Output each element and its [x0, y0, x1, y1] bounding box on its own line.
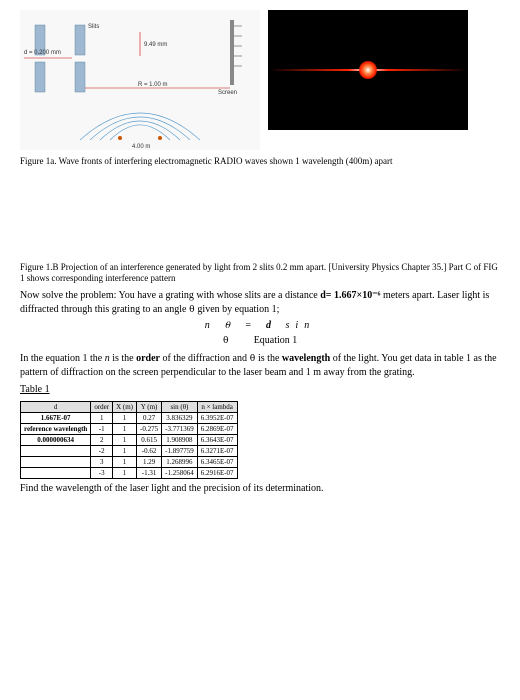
cell: 1 [113, 467, 137, 478]
page-container: Slits 9.49 mm d = 0.200 mm Screen R = 1.… [0, 0, 520, 504]
cell: 0.615 [137, 434, 162, 445]
equation-theta-below: ⍬ Equation 1 [20, 335, 500, 346]
col-nlambda: n × lambda [197, 401, 237, 412]
label-d: d = 0.200 mm [24, 50, 61, 56]
eq-sin: sin [286, 320, 316, 331]
cell: 1.268996 [162, 456, 198, 467]
cell: -0.62 [137, 445, 162, 456]
cell: 6.3271E-07 [197, 445, 237, 456]
cell: -1.258064 [162, 467, 198, 478]
cell: -3.771369 [162, 423, 198, 434]
label-slits: Slits [88, 24, 99, 30]
cell: 1 [113, 456, 137, 467]
figure-1a-diagram: Slits 9.49 mm d = 0.200 mm Screen R = 1.… [20, 10, 260, 150]
cell: -1.897759 [162, 445, 198, 456]
cell: 6.3643E-07 [197, 434, 237, 445]
cell: -1 [91, 423, 113, 434]
eq-n: n [205, 320, 216, 331]
table-row: -2 1 -0.62 -1.897759 6.3271E-07 [21, 445, 238, 456]
problem-intro-text: Now solve the problem: You have a gratin… [20, 290, 320, 301]
problem-intro: Now solve the problem: You have a gratin… [20, 289, 500, 316]
table-1: d order X (m) Y (m) sin (θ) n × lambda 1… [20, 401, 238, 479]
cell: -2 [91, 445, 113, 456]
cell: 1.908908 [162, 434, 198, 445]
cell: 3 [91, 456, 113, 467]
col-y: Y (m) [137, 401, 162, 412]
laser-photo [268, 10, 468, 130]
table-row: 0.000000634 2 1 0.615 1.908908 6.3643E-0… [21, 434, 238, 445]
table-row: 1.667E-07 1 1 0.27 3.836329 6.3952E-07 [21, 412, 238, 423]
cell: 6.3952E-07 [197, 412, 237, 423]
final-question: Find the wavelength of the laser light a… [20, 483, 500, 494]
label-screen: Screen [218, 90, 237, 96]
table-row: 3 1 1.29 1.268996 6.3465E-07 [21, 456, 238, 467]
cell: 1 [113, 412, 137, 423]
eq-d: d [266, 320, 277, 331]
col-d: d [21, 401, 91, 412]
cell: 1 [113, 423, 137, 434]
eq-theta1: ⍬ [224, 320, 236, 331]
col-sin: sin (θ) [162, 401, 198, 412]
cell-left [21, 445, 91, 456]
cell: 6.2916E-07 [197, 467, 237, 478]
figure-1a-caption: Figure 1a. Wave fronts of interfering el… [20, 156, 500, 168]
d-value: d= 1.667×10⁻⁶ [320, 290, 380, 301]
spacer [20, 172, 500, 262]
problem-para2: In the equation 1 the n is the order of … [20, 352, 500, 379]
table-header-row: d order X (m) Y (m) sin (θ) n × lambda [21, 401, 238, 412]
cell: -3 [91, 467, 113, 478]
eq-label-text: Equation 1 [254, 335, 298, 346]
cell: 6.2869E-07 [197, 423, 237, 434]
figure-row: Slits 9.49 mm d = 0.200 mm Screen R = 1.… [20, 10, 500, 150]
cell: 1.29 [137, 456, 162, 467]
cell: 1 [91, 412, 113, 423]
cell: -1.31 [137, 467, 162, 478]
cell: 1 [113, 434, 137, 445]
cell-left [21, 467, 91, 478]
cell-left [21, 456, 91, 467]
cell: 1 [113, 445, 137, 456]
cell-left: 1.667E-07 [21, 412, 91, 423]
cell: 0.27 [137, 412, 162, 423]
figure-1b-caption: Figure 1.B Projection of an interference… [20, 262, 500, 285]
label-R: R = 1.00 m [138, 82, 168, 88]
cell: 3.836329 [162, 412, 198, 423]
eq-equals: = [245, 320, 258, 331]
cell: 2 [91, 434, 113, 445]
label-gap: 9.49 mm [144, 42, 167, 48]
cell-left: reference wavelength [21, 423, 91, 434]
equation-1: n ⍬ = d sin [20, 320, 500, 331]
table-row: reference wavelength -1 1 -0.275 -3.7713… [21, 423, 238, 434]
cell: -0.275 [137, 423, 162, 434]
col-order: order [91, 401, 113, 412]
table-1-title: Table 1 [20, 383, 500, 397]
col-x: X (m) [113, 401, 137, 412]
label-bottom: 4.00 m [132, 144, 150, 150]
cell-left: 0.000000634 [21, 434, 91, 445]
cell: 6.3465E-07 [197, 456, 237, 467]
eq-theta2: ⍬ [223, 335, 229, 346]
laser-center [359, 61, 377, 79]
table-row: -3 1 -1.31 -1.258064 6.2916E-07 [21, 467, 238, 478]
